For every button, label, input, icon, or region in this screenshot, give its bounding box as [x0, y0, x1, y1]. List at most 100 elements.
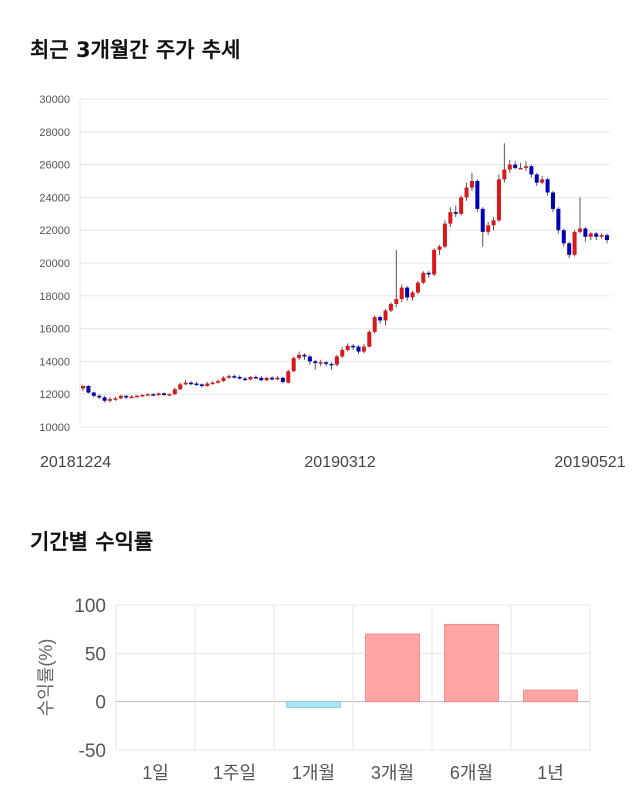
candle-body: [356, 346, 361, 352]
candle-body: [324, 362, 329, 364]
candle-body: [378, 317, 383, 321]
x-tick-label: 20181224: [40, 454, 111, 471]
candle-body: [194, 383, 199, 386]
candle-body: [140, 395, 145, 397]
candle-body: [302, 354, 307, 357]
y-tick-label: 24000: [39, 192, 70, 204]
candle-body: [577, 228, 582, 232]
candle-body: [232, 376, 237, 378]
candle-body: [383, 310, 388, 321]
candle-body: [318, 362, 323, 364]
candle-body: [129, 396, 134, 399]
x-tick-label: 6개월: [450, 763, 493, 783]
candle-body: [491, 220, 496, 226]
y-tick-label: 14000: [39, 356, 70, 368]
candle-body: [583, 228, 588, 237]
candle-body: [216, 381, 221, 383]
candle-body: [507, 164, 512, 170]
y-tick-label: 18000: [39, 291, 70, 303]
y-tick-label: 22000: [39, 225, 70, 237]
candle-body: [502, 169, 507, 180]
candle-body: [156, 393, 161, 396]
candle-body: [286, 371, 291, 383]
candle-body: [248, 376, 253, 380]
candle-body: [421, 272, 426, 283]
candle-body: [280, 377, 285, 382]
candle-body: [108, 399, 113, 401]
candle-body: [97, 395, 102, 398]
candle-body: [270, 377, 275, 380]
candle-body: [189, 382, 194, 385]
candle-body: [540, 179, 545, 183]
y-tick-label: 16000: [39, 324, 70, 336]
candle-body: [372, 317, 377, 332]
candle-body: [351, 345, 356, 348]
y-tick-label: 100: [74, 596, 106, 617]
y-tick-label: 28000: [39, 127, 70, 139]
candle-body: [313, 361, 318, 364]
candle-body: [529, 166, 534, 175]
x-tick-label: 3개월: [371, 763, 414, 783]
candle-body: [210, 382, 215, 385]
y-tick-label: 26000: [39, 160, 70, 172]
candle-body: [367, 331, 372, 347]
candle-body: [459, 197, 464, 214]
y-tick-label: -50: [79, 741, 106, 762]
candle-body: [162, 393, 167, 396]
candle-body: [469, 181, 474, 188]
candle-body: [167, 394, 172, 396]
candle-body: [102, 397, 107, 401]
candle-body: [291, 358, 296, 372]
x-tick-label: 1주일: [213, 763, 256, 783]
candle-body: [599, 235, 604, 237]
y-tick-label: 0: [95, 693, 106, 714]
return-bar: [286, 701, 341, 708]
candle-body: [151, 394, 156, 396]
candle-body: [297, 354, 302, 359]
y-tick-label: 20000: [39, 258, 70, 270]
candle-body: [118, 395, 123, 399]
candle-body: [86, 386, 91, 393]
candle-body: [329, 363, 334, 366]
candle-body: [588, 233, 593, 237]
candle-body: [496, 179, 501, 221]
candle-body: [567, 243, 572, 255]
candle-body: [486, 225, 491, 232]
candle-body: [388, 304, 393, 311]
candle-body: [243, 378, 248, 381]
candle-body: [426, 272, 431, 275]
candle-body: [518, 167, 523, 170]
candle-body: [405, 287, 410, 298]
candle-body: [561, 230, 566, 244]
candle-body: [334, 356, 339, 365]
candle-body: [199, 384, 204, 386]
candle-body: [226, 376, 231, 378]
candle-body: [453, 212, 458, 214]
candle-body: [124, 395, 129, 398]
candle-body: [399, 287, 404, 300]
candle-body: [253, 376, 258, 379]
candle-body: [605, 235, 609, 241]
candle-body: [545, 179, 550, 193]
candle-body: [307, 356, 312, 362]
candle-body: [594, 233, 599, 237]
y-tick-label: 10000: [39, 422, 70, 434]
candle-body: [221, 377, 226, 382]
candle-body: [91, 392, 96, 396]
candle-body: [345, 345, 350, 350]
x-tick-label: 1일: [142, 763, 169, 783]
candle-body: [113, 398, 118, 400]
x-tick-label: 1년: [537, 763, 564, 783]
x-tick-label: 20190521: [554, 454, 625, 471]
candle-body: [442, 223, 447, 247]
y-tick-label: 50: [85, 644, 106, 665]
return-chart-title: 기간별 수익률: [30, 530, 154, 554]
x-tick-label: 1개월: [292, 763, 335, 783]
candle-body: [172, 389, 177, 395]
candle-body: [432, 249, 437, 275]
candle-body: [437, 246, 442, 250]
candle-body: [480, 208, 485, 232]
candle-body: [464, 187, 469, 198]
candle-body: [340, 349, 345, 357]
candle-body: [475, 181, 480, 209]
